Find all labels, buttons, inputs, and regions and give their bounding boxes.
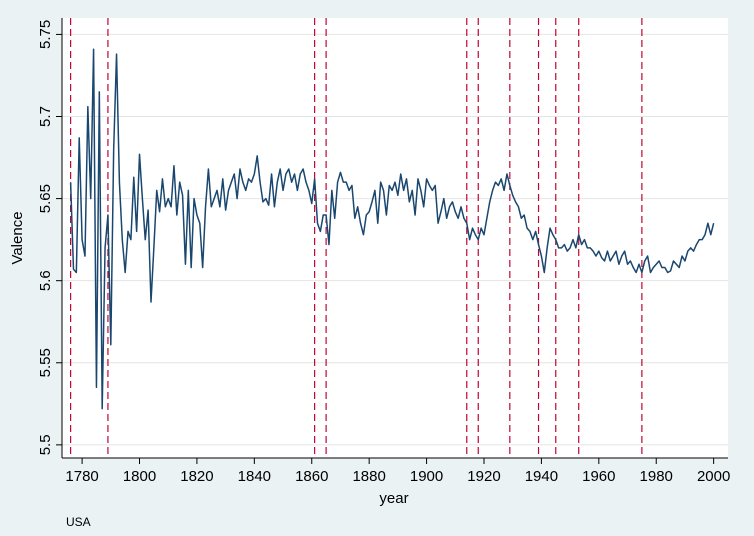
x-tick-label: 1940 bbox=[525, 468, 558, 485]
x-tick-label: 1800 bbox=[123, 468, 156, 485]
x-tick-label: 1960 bbox=[582, 468, 615, 485]
y-tick-label: 5.65 bbox=[37, 184, 54, 213]
y-tick-label: 5.5 bbox=[37, 434, 54, 455]
x-tick-label: 1900 bbox=[410, 468, 443, 485]
y-tick-label: 5.75 bbox=[37, 20, 54, 49]
y-tick-label: 5.7 bbox=[37, 106, 54, 127]
x-tick-label: 1780 bbox=[65, 468, 98, 485]
note: USA bbox=[66, 515, 91, 529]
x-axis-title: year bbox=[379, 490, 408, 507]
x-tick-label: 1820 bbox=[180, 468, 213, 485]
x-tick-label: 1840 bbox=[238, 468, 271, 485]
y-axis-title: Valence bbox=[9, 211, 26, 264]
y-tick-label: 5.6 bbox=[37, 270, 54, 291]
x-tick-label: 1920 bbox=[467, 468, 500, 485]
x-tick-label: 1860 bbox=[295, 468, 328, 485]
x-tick-label: 1880 bbox=[352, 468, 385, 485]
y-tick-label: 5.55 bbox=[37, 348, 54, 377]
x-tick-label: 2000 bbox=[697, 468, 730, 485]
plot-area bbox=[62, 18, 728, 458]
data-line bbox=[69, 48, 715, 410]
x-tick-label: 1980 bbox=[640, 468, 673, 485]
